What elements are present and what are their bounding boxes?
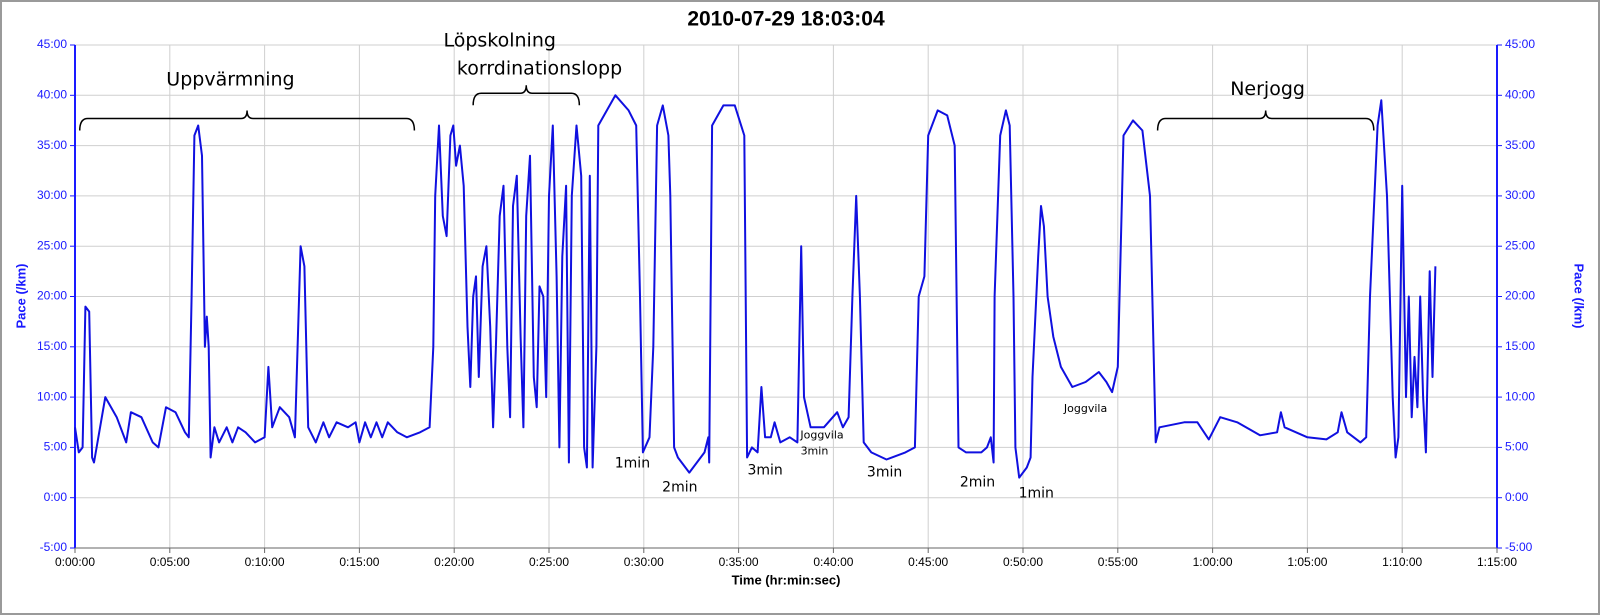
- chart-title: 2010-07-29 18:03:04: [687, 8, 885, 31]
- y-tick-label: 10:00: [37, 389, 67, 403]
- y-tick-label: 35:00: [37, 138, 67, 152]
- y-tick-label: -5:00: [40, 540, 68, 554]
- annotation: 1min: [1019, 486, 1054, 502]
- annotation: 2min: [662, 480, 697, 496]
- x-tick-label: 0:10:00: [245, 555, 285, 569]
- y2-tick-label: -5:00: [1505, 540, 1533, 554]
- y-tick-label: 15:00: [37, 339, 67, 353]
- y2-tick-label: 30:00: [1505, 188, 1535, 202]
- x-tick-label: 0:50:00: [1003, 555, 1043, 569]
- y2-tick-label: 0:00: [1505, 490, 1529, 504]
- bracket: [472, 85, 581, 106]
- annotation: Uppvärmning: [166, 69, 294, 91]
- y-tick-label: 45:00: [37, 37, 67, 51]
- x-tick-label: 1:05:00: [1287, 555, 1327, 569]
- y2-tick-label: 45:00: [1505, 37, 1535, 51]
- y2-tick-label: 15:00: [1505, 339, 1535, 353]
- y2-tick-label: 5:00: [1505, 440, 1529, 454]
- annotation: 1min: [615, 455, 650, 471]
- x-tick-label: 0:05:00: [150, 555, 190, 569]
- y-tick-label: 25:00: [37, 238, 67, 252]
- pace-line: [74, 94, 1437, 479]
- annotation: 3min: [801, 444, 829, 457]
- annotation: Joggvila: [799, 428, 843, 441]
- x-tick-label: 0:35:00: [719, 555, 759, 569]
- y-tick-label: 5:00: [44, 440, 68, 454]
- y2-tick-label: 35:00: [1505, 138, 1535, 152]
- x-tick-label: 0:25:00: [529, 555, 569, 569]
- y-tick-label: 40:00: [37, 87, 67, 101]
- annotation: Nerjogg: [1230, 78, 1305, 100]
- x-axis-label: Time (hr:min:sec): [732, 572, 841, 587]
- y2-tick-label: 40:00: [1505, 87, 1535, 101]
- annotation: Löpskolning: [443, 29, 556, 51]
- x-tick-label: 1:10:00: [1382, 555, 1422, 569]
- x-tick-label: 0:45:00: [908, 555, 948, 569]
- annotation: 3min: [747, 463, 782, 479]
- x-tick-label: 0:30:00: [624, 555, 664, 569]
- x-tick-label: 1:15:00: [1477, 555, 1517, 569]
- y-tick-label: 20:00: [37, 289, 67, 303]
- annotation: 3min: [867, 465, 902, 481]
- bracket: [78, 110, 416, 131]
- x-tick-label: 0:15:00: [339, 555, 379, 569]
- y2-tick-label: 10:00: [1505, 389, 1535, 403]
- x-tick-label: 0:20:00: [434, 555, 474, 569]
- y2-axis-label: Pace (/km): [1572, 263, 1587, 328]
- y-tick-label: 30:00: [37, 188, 67, 202]
- x-tick-label: 0:55:00: [1098, 555, 1138, 569]
- x-tick-label: 0:40:00: [813, 555, 853, 569]
- y-tick-label: 0:00: [44, 490, 68, 504]
- annotation: 2min: [960, 475, 995, 491]
- y2-tick-label: 20:00: [1505, 289, 1535, 303]
- y-axis-label: Pace (/km): [13, 263, 28, 328]
- bracket: [1156, 110, 1375, 131]
- annotation: Joggvila: [1063, 402, 1107, 415]
- annotation: korrdinationslopp: [457, 58, 622, 80]
- x-tick-label: 1:00:00: [1193, 555, 1233, 569]
- y2-tick-label: 25:00: [1505, 238, 1535, 252]
- x-tick-label: 0:00:00: [55, 555, 95, 569]
